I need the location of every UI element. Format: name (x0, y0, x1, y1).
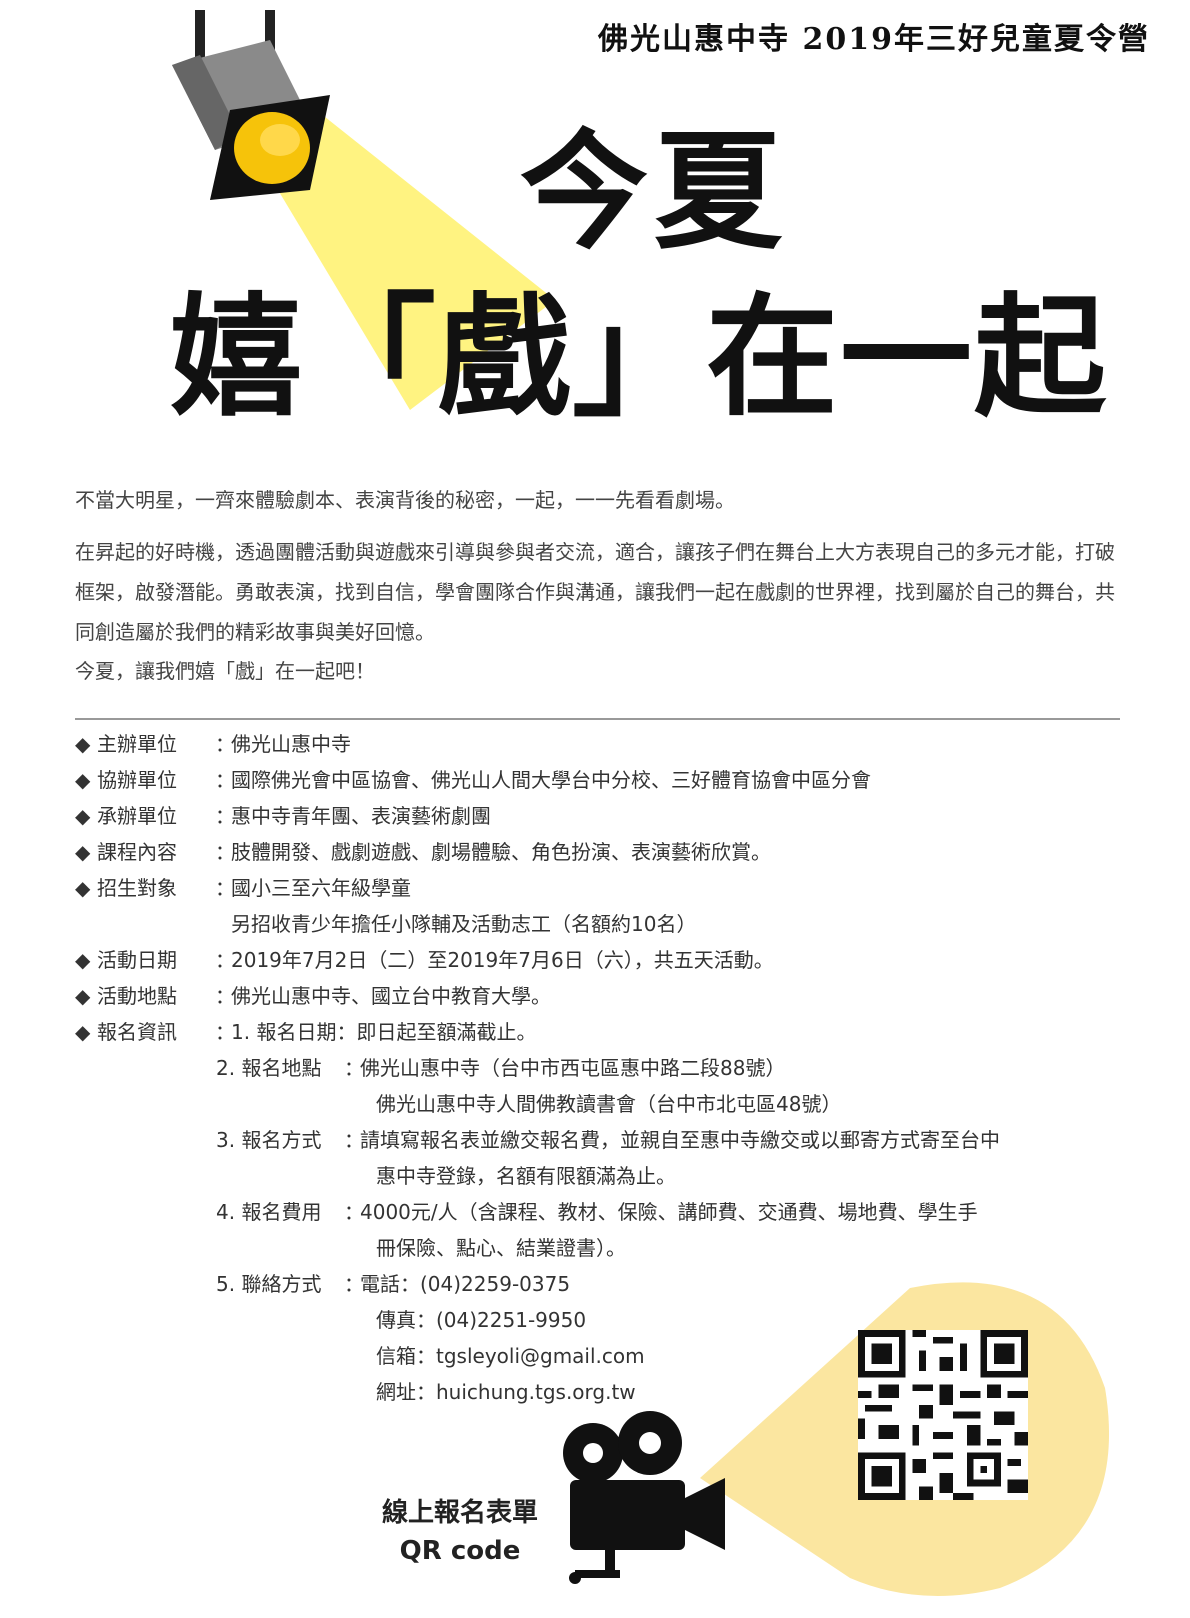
bullet-icon: ◆ (75, 876, 91, 900)
detail-label: 活動日期 (97, 948, 177, 972)
detail-row-executor: ◆ 承辦單位 ：惠中寺青年團、表演藝術劇團 (75, 798, 491, 834)
registration-value: 佛光山惠中寺（台中市西屯區惠中路二段88號） (360, 1056, 786, 1080)
detail-audience-continued: 另招收青少年擔任小隊輔及活動志工（名額約10名） (231, 912, 697, 936)
registration-value: 請填寫報名表並繳交報名費，並親自至惠中寺繳交或以郵寄方式寄至台中 (360, 1128, 1000, 1152)
detail-value: 惠中寺青年團、表演藝術劇團 (231, 804, 491, 828)
detail-value: 1. 報名日期：即日起至額滿截止。 (231, 1020, 537, 1044)
detail-label: 活動地點 (97, 984, 177, 1008)
detail-label: 報名資訊 (97, 1020, 177, 1044)
film-camera-icon (563, 1411, 725, 1584)
page-title-line1: 今夏 (520, 118, 789, 267)
qr-caption-title: 線上報名表單 (381, 1498, 538, 1528)
detail-label: 承辦單位 (97, 804, 177, 828)
detail-value: 國小三至六年級學童 (231, 876, 411, 900)
bullet-icon: ◆ (75, 840, 91, 864)
contact-phone: 電話：(04)2259-0375 (360, 1272, 571, 1296)
bullet-icon: ◆ (75, 984, 91, 1008)
bullet-icon: ◆ (75, 804, 91, 828)
detail-value: 佛光山惠中寺、國立台中教育大學。 (231, 984, 551, 1008)
detail-label: 主辦單位 (97, 732, 177, 756)
detail-value: 肢體開發、戲劇遊戲、劇場體驗、角色扮演、表演藝術欣賞。 (231, 840, 771, 864)
registration-value: 4000元/人（含課程、教材、保險、講師費、交通費、場地費、學生手 (360, 1200, 978, 1224)
registration-label: 3. 報名方式 (216, 1128, 322, 1152)
bullet-icon: ◆ (75, 948, 91, 972)
registration-method-continued: 惠中寺登錄，名額有限額滿為止。 (376, 1164, 676, 1188)
detail-row-organizer: ◆ 主辦單位 ：佛光山惠中寺 (75, 726, 351, 762)
detail-row-date: ◆ 活動日期 ：2019年7月2日（二）至2019年7月6日（六），共五天活動。 (75, 942, 774, 978)
detail-value: 佛光山惠中寺 (231, 732, 351, 756)
page-title-line2: 嬉「戲」在一起 (170, 281, 1108, 435)
detail-value: 2019年7月2日（二）至2019年7月6日（六），共五天活動。 (231, 948, 774, 972)
registration-fee-continued: 冊保險、點心、結業證書）。 (376, 1236, 626, 1260)
detail-value: 國際佛光會中區協會、佛光山人間大學台中分校、三好體育協會中區分會 (231, 768, 871, 792)
contact-fax: 傳真：(04)2251-9950 (376, 1308, 587, 1332)
intro-paragraph-2: 在昇起的好時機，透過團體活動與遊戲來引導與參與者交流，適合，讓孩子們在舞台上大方… (75, 540, 1115, 644)
registration-label: 2. 報名地點 (216, 1056, 322, 1080)
header-subtitle: 佛光山惠中寺 2019年三好兒童夏令營 (598, 22, 1150, 57)
detail-row-co-organizer: ◆ 協辦單位 ：國際佛光會中區協會、佛光山人間大學台中分校、三好體育協會中區分會 (75, 762, 871, 798)
bullet-icon: ◆ (75, 768, 91, 792)
bullet-icon: ◆ (75, 732, 91, 756)
registration-contact-row: 5. 聯絡方式 ：電話：(04)2259-0375 (216, 1266, 570, 1302)
registration-location-continued: 佛光山惠中寺人間佛教讀書會（台中市北屯區48號） (376, 1092, 842, 1116)
detail-row-location: ◆ 活動地點 ：佛光山惠中寺、國立台中教育大學。 (75, 978, 551, 1014)
detail-row-registration: ◆ 報名資訊 ：1. 報名日期：即日起至額滿截止。 (75, 1014, 536, 1050)
detail-label: 課程內容 (97, 840, 177, 864)
registration-label: 4. 報名費用 (216, 1200, 322, 1224)
qr-caption-label: QR code (399, 1536, 521, 1566)
detail-label: 招生對象 (97, 876, 177, 900)
intro-paragraph-1: 不當大明星，一齊來體驗劇本、表演背後的秘密，一起，一一先看看劇場。 (75, 488, 735, 512)
registration-location-row: 2. 報名地點 ：佛光山惠中寺（台中市西屯區惠中路二段88號） (216, 1050, 785, 1086)
intro-paragraph-3: 今夏，讓我們嬉「戲」在一起吧！ (75, 659, 375, 683)
spotlight-illustration (172, 10, 555, 410)
section-divider (75, 718, 1120, 720)
registration-fee-row: 4. 報名費用 ：4000元/人（含課程、教材、保險、講師費、交通費、場地費、學生… (216, 1194, 978, 1230)
contact-website[interactable]: 網址：huichung.tgs.org.tw (376, 1380, 636, 1404)
detail-row-course: ◆ 課程內容 ：肢體開發、戲劇遊戲、劇場體驗、角色扮演、表演藝術欣賞。 (75, 834, 771, 870)
bullet-icon: ◆ (75, 1020, 91, 1044)
registration-label: 5. 聯絡方式 (216, 1272, 322, 1296)
contact-email[interactable]: 信箱：tgsleyoli@gmail.com (376, 1344, 645, 1368)
qr-code-image[interactable] (858, 1330, 1028, 1500)
registration-method-row: 3. 報名方式 ：請填寫報名表並繳交報名費，並親自至惠中寺繳交或以郵寄方式寄至台中 (216, 1122, 1000, 1158)
detail-row-audience: ◆ 招生對象 ：國小三至六年級學童 (75, 870, 411, 906)
detail-label: 協辦單位 (97, 768, 177, 792)
